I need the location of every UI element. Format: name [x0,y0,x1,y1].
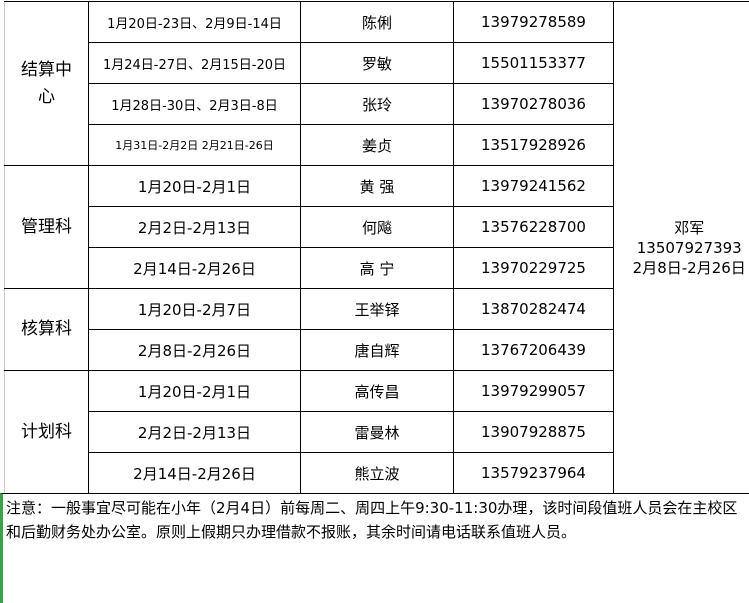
dates-cell[interactable]: 1月20日-23日、2月9日-14日 [88,1,301,43]
phone-cell[interactable]: 13576228700 [453,206,614,248]
dates-cell[interactable]: 1月20日-2月1日 [88,165,301,207]
phone-cell[interactable]: 13979299057 [453,370,614,412]
name-cell[interactable]: 高传昌 [300,370,454,412]
table-row: 2月14日-2月26日高 宁 13970229725 [5,247,749,289]
dept-cell[interactable]: 核算科 [4,288,89,371]
phone-cell[interactable]: 13907928875 [453,411,614,453]
dates-cell[interactable]: 2月2日-2月13日 [88,411,301,453]
dept-cell[interactable]: 计划科 [4,370,89,494]
dates-cell[interactable]: 2月14日-2月26日 [88,247,301,289]
dept-cell[interactable]: 管理科 [4,165,89,289]
table-row: 核算科 1月20日-2月7日 王举铎 13870282474 [4,288,749,371]
leader-phone: 13507927393 [636,238,742,257]
name-cell[interactable]: 熊立波 [300,452,454,494]
name-cell[interactable]: 王举铎 [300,288,454,330]
table-row: 1月31日-2月2日 2月21日-26日 姜贞 13517928926 [5,124,749,166]
phone-cell[interactable]: 15501153377 [453,42,614,84]
name-cell[interactable]: 雷曼林 [300,411,454,453]
leader-dates: 2月8日-2月26日 [632,258,746,277]
name-cell[interactable]: 黄 强 [300,165,454,207]
name-cell[interactable]: 陈俐 [300,1,454,43]
dates-cell[interactable]: 1月31日-2月2日 2月21日-26日 [88,124,301,166]
dates-cell[interactable]: 1月20日-2月1日 [88,370,301,412]
name-cell[interactable]: 唐自辉 [300,329,454,371]
table-row: 管理科 1月20日-2月1日黄 强 13979241562 [4,165,749,289]
phone-cell[interactable]: 13579237964 [453,452,614,494]
leader-cell[interactable]: 邓军 13507927393 2月8日-2月26日 [613,1,749,494]
leader-name: 邓军 [674,218,705,237]
phone-cell[interactable]: 13870282474 [453,288,614,330]
dates-cell[interactable]: 2月14日-2月26日 [88,452,301,494]
duty-schedule-table: 结算中心 1月20日-23日、2月9日-14日 陈俐 13979278589 邓军 135… [4,1,749,494]
table-row: 1月24日-27日、2月15日-20日 罗敏 15501153377 [5,42,749,84]
name-cell[interactable]: 罗敏 [300,42,454,84]
name-cell[interactable]: 姜贞 [300,124,454,166]
table-row: 2月8日-2月26日 唐自辉 13767206439 [5,329,749,371]
dept-cell[interactable]: 结算中心 [4,1,89,166]
phone-cell[interactable]: 13517928926 [453,124,614,166]
dates-cell[interactable]: 2月2日-2月13日 [88,206,301,248]
phone-cell[interactable]: 13979278589 [453,1,614,43]
note-cell[interactable]: 注意：一般事宜尽可能在小年（2月4日）前每周二、周四上午9:30-11:30办理… [0,493,745,603]
phone-cell[interactable]: 13767206439 [453,329,614,371]
table-row: 结算中心 1月20日-23日、2月9日-14日 陈俐 13979278589 邓军 135… [4,1,749,494]
phone-cell[interactable]: 13970278036 [453,83,614,125]
name-cell[interactable]: 何飚 [300,206,454,248]
table-row: 计划科 1月20日-2月1日 高传昌 13979299057 [4,370,749,494]
dates-cell[interactable]: 2月8日-2月26日 [88,329,301,371]
name-cell[interactable]: 高 宁 [300,247,454,289]
dates-cell[interactable]: 1月28日-30日、2月3日-8日 [88,83,301,125]
table-row: 2月2日-2月13日 何飚 13576228700 [5,206,749,248]
dates-cell[interactable]: 1月20日-2月7日 [88,288,301,330]
table-row: 2月2日-2月13日 雷曼林 13907928875 [5,411,749,453]
phone-cell[interactable]: 13979241562 [453,165,614,207]
dates-cell[interactable]: 1月24日-27日、2月15日-20日 [88,42,301,84]
table-row: 1月28日-30日、2月3日-8日 张玲 13970278036 [5,83,749,125]
name-cell[interactable]: 张玲 [300,83,454,125]
phone-cell[interactable]: 13970229725 [453,247,614,289]
